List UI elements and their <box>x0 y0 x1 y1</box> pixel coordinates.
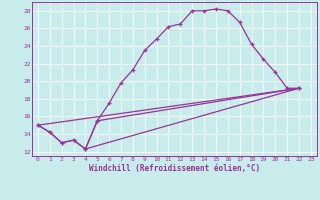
X-axis label: Windchill (Refroidissement éolien,°C): Windchill (Refroidissement éolien,°C) <box>89 164 260 173</box>
